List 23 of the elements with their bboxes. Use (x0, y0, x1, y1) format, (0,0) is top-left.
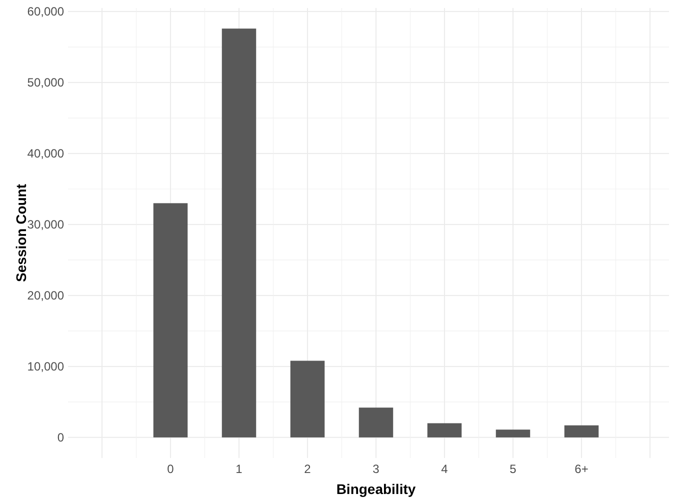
x-tick-label: 2 (304, 462, 312, 476)
x-tick-label: 6+ (574, 462, 588, 476)
y-axis-title: Session Count (13, 184, 29, 282)
bar (290, 360, 325, 438)
x-tick-label: 5 (510, 462, 517, 476)
y-tick-label: 40,000 (27, 146, 64, 161)
bar (427, 423, 462, 438)
y-tick-label: 60,000 (27, 4, 64, 19)
x-tick-label: 1 (236, 462, 243, 476)
x-tick-label: 4 (441, 462, 448, 476)
bar (222, 28, 256, 438)
bar (358, 408, 394, 438)
bar (564, 425, 599, 438)
x-tick-label: 3 (372, 462, 380, 476)
x-tick-label: 0 (167, 462, 174, 476)
bar (153, 203, 188, 438)
x-axis-title: Bingeability (336, 481, 416, 497)
y-tick-label: 0 (57, 430, 64, 445)
y-tick-label: 10,000 (27, 360, 64, 374)
y-tick-label: 20,000 (27, 288, 64, 303)
y-tick-label: 50,000 (27, 76, 64, 90)
bar (496, 430, 530, 438)
y-tick-label: 30,000 (27, 218, 64, 232)
